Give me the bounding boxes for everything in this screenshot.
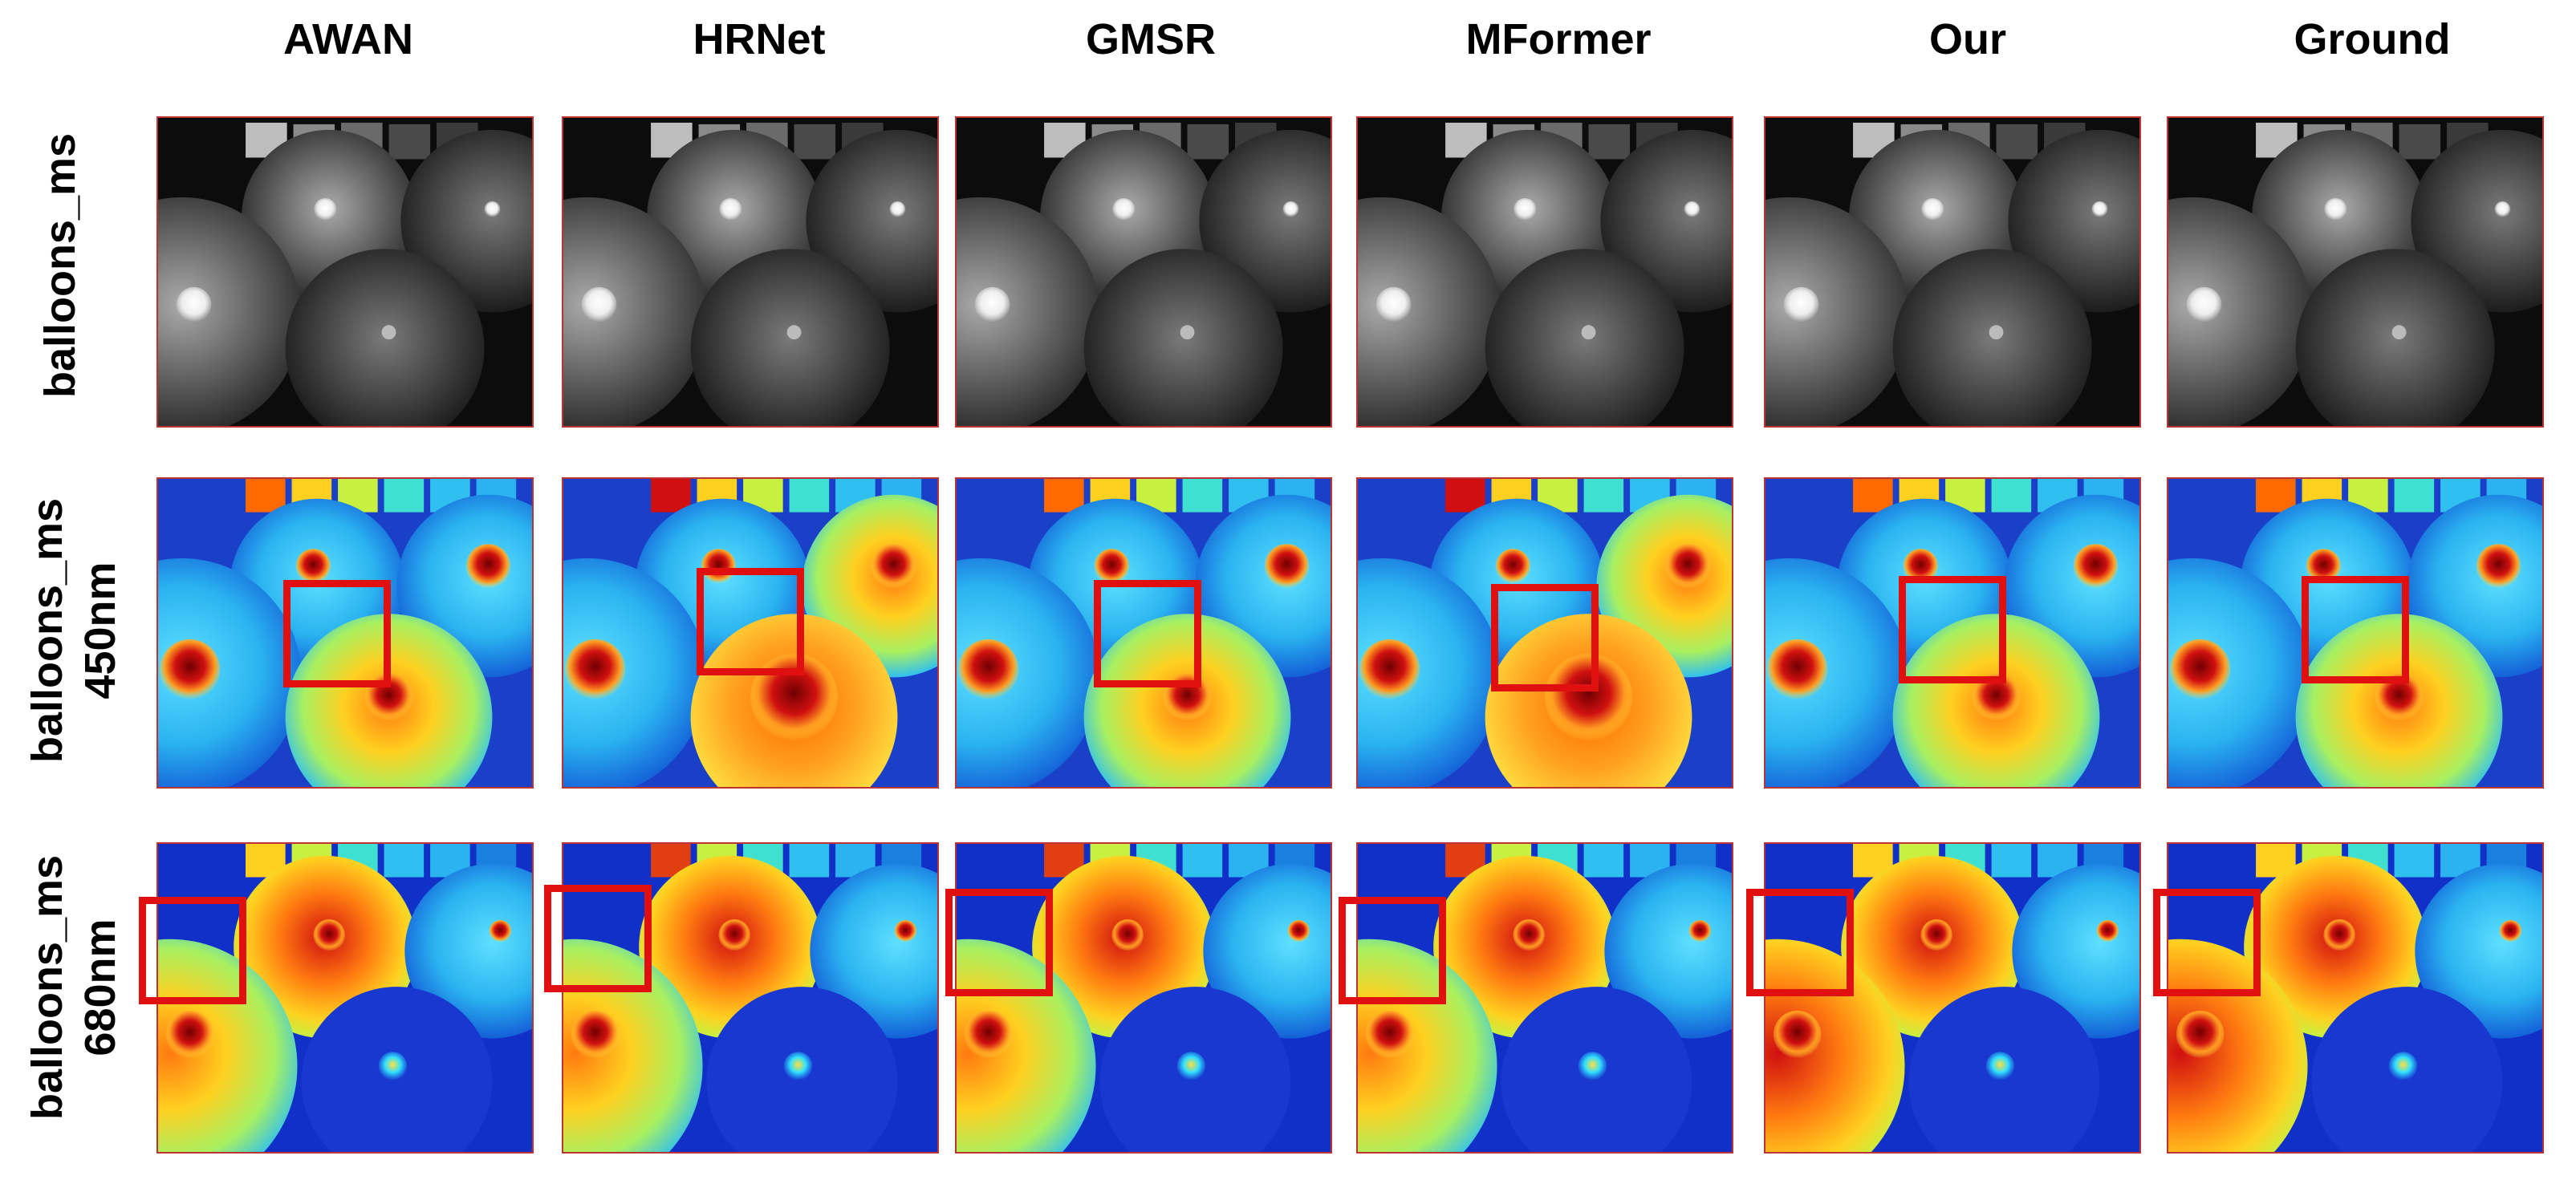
col-title-awan: AWAN [283,15,413,63]
zoom-box [1339,897,1446,1004]
panel-image [957,479,1331,787]
row-label-gray: balloons_ms [34,65,87,466]
panel-image [2168,479,2542,787]
panel-gray-ground [2167,116,2544,428]
zoom-box [1094,580,1201,687]
row-label-680nm: balloons_ms 680nm [21,787,127,1188]
row-label-line1: balloons_ms [23,854,71,1121]
panel-jet450-ground [2167,477,2544,789]
panel-image [563,479,937,787]
panel-image [1358,479,1732,787]
row-label-line2: 680nm [76,918,124,1056]
zoom-box [544,885,652,992]
zoom-box [1746,889,1854,996]
col-title-hrnet: HRNet [693,15,826,63]
row-label-line1: balloons_ms [36,132,84,399]
zoom-box [2153,889,2261,996]
panel-image [1358,844,1732,1152]
panel-jet680-mformer [1356,842,1733,1154]
zoom-box [1491,584,1599,691]
panel-gray-awan [156,116,534,428]
panel-image [1358,118,1732,426]
zoom-box [283,580,391,687]
zoom-box [697,568,804,675]
col-title-ground: Ground [2294,15,2451,63]
panel-gray-gmsr [955,116,1332,428]
panel-image [158,479,532,787]
panel-image [158,118,532,426]
panel-gray-hrnet [562,116,939,428]
col-title-gmsr: GMSR [1086,15,1216,63]
zoom-box [945,889,1053,996]
panel-gray-our [1764,116,2141,428]
panel-image [1765,118,2139,426]
panel-jet450-gmsr [955,477,1332,789]
panel-jet450-mformer [1356,477,1733,789]
zoom-box [139,897,246,1004]
col-title-mformer: MFormer [1465,15,1652,63]
panel-image [563,118,937,426]
panel-jet450-our [1764,477,2141,789]
row-label-450nm: balloons_ms 450nm [21,430,127,831]
zoom-box [1899,576,2006,683]
panel-image [957,118,1331,426]
panel-jet450-awan [156,477,534,789]
panel-image [563,844,937,1152]
zoom-box [2302,576,2409,683]
panel-image [1765,479,2139,787]
panel-jet680-hrnet [562,842,939,1154]
panel-jet450-hrnet [562,477,939,789]
row-label-line2: 450nm [76,562,124,699]
panel-image [2168,118,2542,426]
panel-gray-mformer [1356,116,1733,428]
col-title-our: Our [1928,15,2006,63]
row-label-line1: balloons_ms [23,497,71,764]
